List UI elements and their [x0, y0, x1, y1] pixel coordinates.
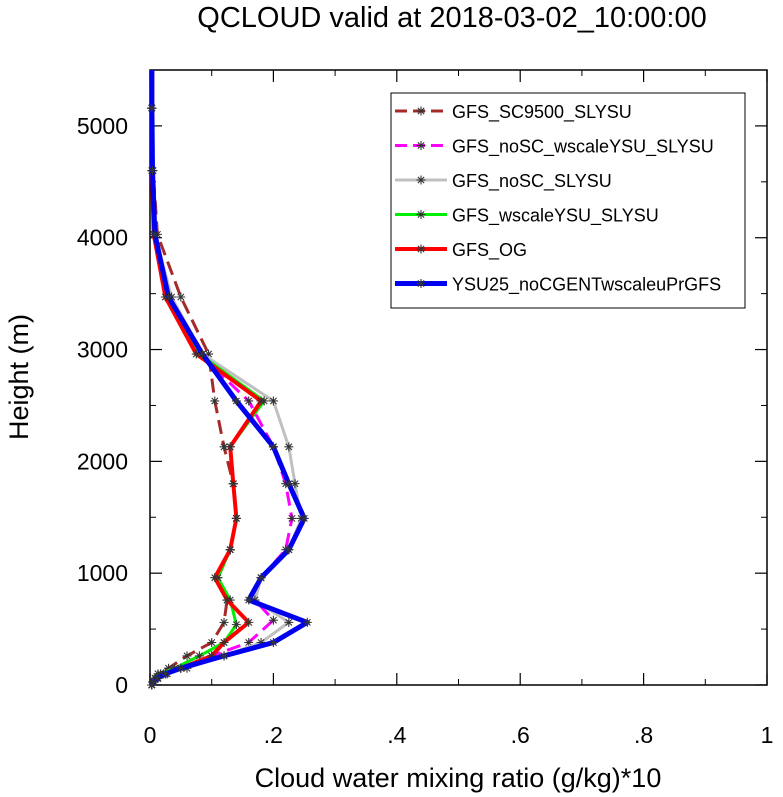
- legend-label: GFS_SC9500_SLYSU: [452, 102, 632, 123]
- x-axis-label: Cloud water mixing ratio (g/kg)*10: [255, 763, 662, 793]
- data-point: [231, 396, 241, 406]
- series-line: [150, 70, 266, 686]
- legend-marker: [416, 210, 426, 219]
- legend-marker: [416, 106, 426, 116]
- y-tick-label: 0: [115, 672, 128, 698]
- data-point: [147, 103, 157, 113]
- data-point: [268, 615, 278, 625]
- legend-marker: [416, 175, 426, 185]
- series-ysu25-nocgentwscaleuprgfs: [147, 70, 312, 690]
- x-tick-label: .4: [387, 722, 406, 748]
- data-point: [244, 595, 254, 605]
- y-tick-label: 5000: [77, 113, 128, 139]
- x-tick-label: .6: [511, 722, 530, 748]
- data-point: [225, 442, 235, 452]
- data-point: [219, 442, 229, 452]
- data-point: [176, 663, 186, 673]
- data-point: [302, 617, 312, 627]
- data-point: [284, 479, 294, 489]
- data-point: [147, 680, 157, 690]
- data-point: [290, 479, 300, 489]
- y-tick-label: 2000: [77, 448, 128, 474]
- data-point: [268, 638, 278, 648]
- x-tick-label: .8: [634, 722, 653, 748]
- y-tick-label: 1000: [77, 560, 128, 586]
- legend: GFS_SC9500_SLYSU GFS_noSC_wscaleYSU_SLYSU…: [390, 92, 746, 309]
- data-point: [204, 349, 214, 359]
- data-point: [284, 617, 294, 627]
- data-point: [207, 638, 217, 648]
- data-point: [287, 513, 297, 523]
- data-point: [219, 651, 229, 661]
- legend-marker: [416, 279, 426, 288]
- series-layer: [147, 70, 312, 690]
- data-point: [256, 396, 266, 406]
- legend-label: GFS_OG: [452, 240, 527, 261]
- legend-label: GFS_noSC_wscaleYSU_SLYSU: [452, 137, 714, 158]
- data-point: [197, 349, 207, 359]
- data-point: [147, 166, 157, 176]
- data-point: [210, 396, 220, 406]
- data-point: [219, 617, 229, 627]
- data-point: [149, 677, 159, 687]
- data-point: [268, 442, 278, 452]
- series-line: [149, 70, 264, 686]
- data-point: [244, 617, 254, 627]
- legend-marker: [416, 244, 426, 254]
- data-point: [225, 545, 235, 555]
- data-point: [299, 513, 309, 523]
- x-tick-label: 0: [144, 722, 157, 748]
- legend-label: YSU25_noCGENTwscaleuPrGFS: [452, 275, 721, 296]
- data-point: [152, 673, 162, 683]
- data-point: [228, 479, 238, 489]
- data-point: [182, 651, 192, 661]
- legend-box: [390, 92, 746, 309]
- y-tick-label: 4000: [77, 225, 128, 251]
- data-point: [284, 545, 294, 555]
- axis-ticks: 0 .2 .4 .6 .8 1 0 1000 2000 3000 4000 5000: [77, 70, 774, 748]
- data-point: [222, 595, 232, 605]
- data-point: [256, 573, 266, 583]
- legend-marker: [416, 141, 426, 150]
- data-point: [244, 638, 254, 648]
- data-point: [256, 638, 266, 648]
- x-tick-label: .2: [264, 722, 283, 748]
- data-point: [191, 349, 201, 359]
- data-point: [210, 573, 220, 583]
- legend-label: GFS_noSC_SLYSU: [452, 171, 612, 192]
- data-point: [164, 663, 174, 673]
- plot-area: 0 .2 .4 .6 .8 1 0 1000 2000 3000 4000 5000: [77, 69, 774, 748]
- data-point: [284, 442, 294, 452]
- data-point: [231, 513, 241, 523]
- data-point: [207, 651, 217, 661]
- data-point: [164, 292, 174, 302]
- data-point: [231, 620, 241, 630]
- data-point: [268, 396, 278, 406]
- data-point: [194, 651, 204, 661]
- chart-title: QCLOUD valid at 2018-03-02_10:00:00: [197, 2, 706, 34]
- data-point: [160, 669, 170, 679]
- data-point: [219, 638, 229, 648]
- data-point: [176, 292, 186, 302]
- y-tick-label: 3000: [77, 337, 128, 363]
- data-point: [244, 396, 254, 406]
- legend-label: GFS_wscaleYSU_SLYSU: [452, 206, 659, 227]
- data-point: [150, 229, 160, 239]
- x-tick-label: 1: [761, 722, 774, 748]
- y-axis-label: Height (m): [4, 314, 34, 440]
